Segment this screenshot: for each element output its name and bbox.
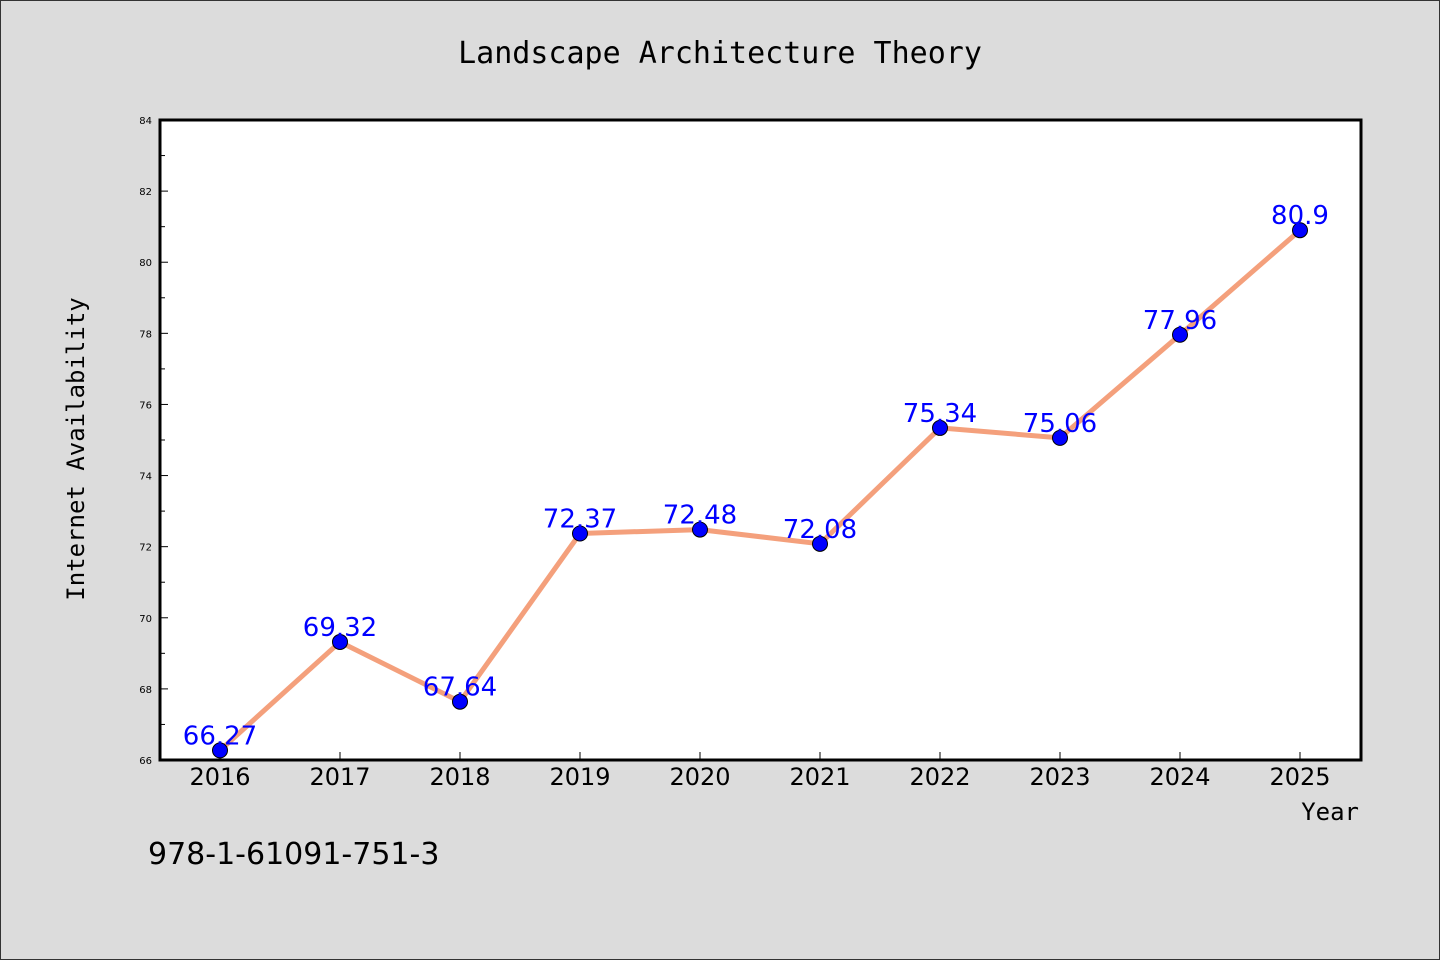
x-axis-label: Year — [1301, 798, 1359, 826]
data-labels: 66.27 69.32 67.64 72.37 72.48 72.08 75.34 75.06… — [183, 201, 1329, 751]
data-point-marker — [932, 419, 948, 436]
y-axis-label: Internet Availability — [62, 297, 90, 600]
x-tick-label: 2017 — [309, 763, 370, 791]
x-tick-label: 2016 — [189, 763, 250, 791]
x-axis-ticks: 2016 2017 2018 2019 2020 2021 2022 2023 2024 2025 — [189, 752, 1331, 791]
x-tick-label: 2025 — [1269, 763, 1330, 791]
footer-isbn: 978-1-61091-751-3 — [148, 837, 439, 872]
data-point-label: 69.32 — [303, 613, 377, 643]
data-point-marker — [1052, 429, 1068, 446]
data-point-label: 72.37 — [543, 505, 617, 535]
data-point-marker — [452, 693, 468, 710]
data-point-label: 75.34 — [903, 399, 977, 429]
x-tick-label: 2023 — [1029, 763, 1090, 791]
x-tick-label: 2022 — [909, 763, 970, 791]
data-point-label: 80.9 — [1271, 201, 1329, 231]
y-axis-ticks: 66 68 70 72 74 76 78 80 82 84 — [139, 116, 168, 767]
data-point-label: 77.96 — [1143, 306, 1217, 336]
data-point-label: 72.48 — [663, 501, 737, 531]
y-tick-label: 84 — [139, 116, 152, 127]
x-tick-label: 2024 — [1149, 763, 1210, 791]
series-line-group — [217, 227, 1303, 753]
series-line — [217, 227, 1303, 753]
y-tick-label: 66 — [139, 756, 152, 767]
data-point-marker — [212, 742, 228, 759]
y-tick-label: 76 — [139, 400, 152, 411]
data-point-marker — [1172, 326, 1188, 343]
y-tick-label: 78 — [139, 329, 152, 340]
series-markers — [212, 222, 1308, 759]
data-point-label: 66.27 — [183, 721, 257, 751]
data-point-marker — [332, 633, 348, 650]
plot-area — [158, 118, 1363, 762]
x-tick-label: 2018 — [429, 763, 490, 791]
chart-title: Landscape Architecture Theory — [458, 36, 982, 71]
data-point-label: 72.08 — [783, 515, 857, 545]
x-tick-label: 2021 — [789, 763, 850, 791]
x-tick-label: 2020 — [669, 763, 730, 791]
data-point-marker — [692, 521, 708, 538]
x-tick-label: 2019 — [549, 763, 610, 791]
data-point-marker — [812, 535, 828, 552]
y-tick-label: 74 — [139, 472, 152, 483]
data-point-label: 67.64 — [423, 673, 497, 703]
y-tick-label: 82 — [139, 187, 152, 198]
data-point-marker — [572, 525, 588, 542]
y-tick-label: 70 — [139, 614, 152, 625]
data-point-marker — [1292, 222, 1308, 239]
y-tick-label: 72 — [139, 543, 152, 554]
y-tick-label: 80 — [139, 258, 152, 269]
data-point-label: 75.06 — [1023, 409, 1097, 439]
y-tick-label: 68 — [139, 685, 152, 696]
